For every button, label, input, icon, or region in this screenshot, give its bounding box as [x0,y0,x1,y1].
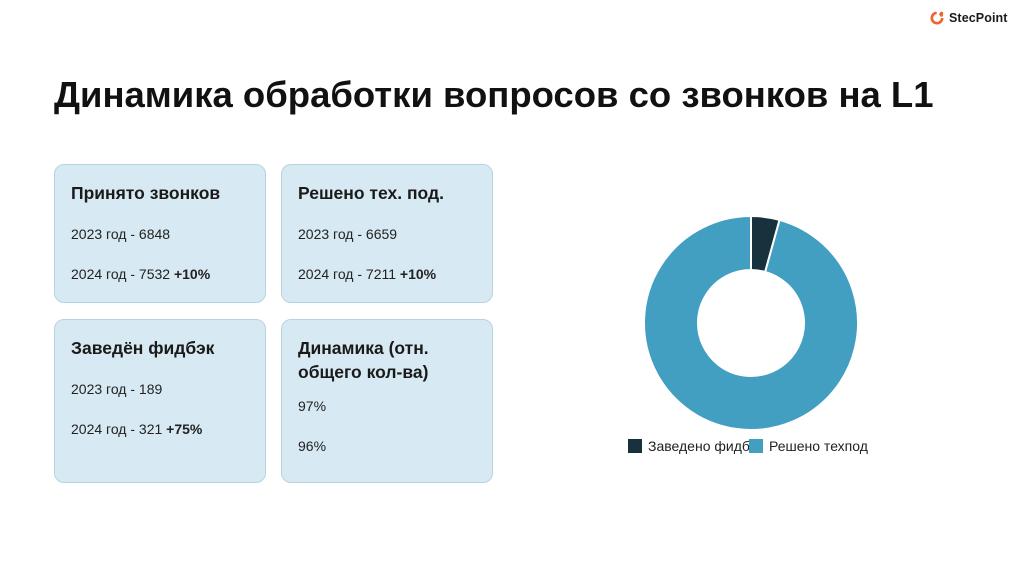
card-line-2023: 97% [298,398,327,414]
card-line-2023: 2023 год - 6848 [71,226,171,242]
card-line-2024: 2024 год - 7532 +10% [71,266,211,282]
legend-label: Решено техпод [769,438,868,454]
stecpoint-logo-icon [930,11,944,25]
card-line-2023: 2023 год - 6659 [298,226,398,242]
growth-value: +10% [399,266,437,282]
brand-name: StecPoint [949,11,1008,25]
card-line-2024: 96% [298,438,327,454]
card-line-2024: 2024 год - 321 +75% [71,421,203,437]
card-title: Решено тех. под. [298,183,444,203]
card-solved-support: Решено тех. под. 2023 год - 6659 2024 го… [281,164,493,303]
growth-value: +75% [166,421,203,437]
brand-logo: StecPoint [929,10,1008,26]
donut-chart [643,214,859,431]
card-title: Динамика (отн. общего кол-ва) [298,338,429,382]
legend-swatch [749,439,763,453]
legend-item-solved: Решено техпод [749,438,868,454]
legend-item-feedback: Заведено фидбэк [628,438,756,454]
card-line-2024: 2024 год - 7211 +10% [298,266,437,282]
legend-swatch [628,439,642,453]
card-dynamics: Динамика (отн. общего кол-ва) 97% 96% [281,319,493,483]
growth-value: +10% [173,266,211,282]
card-feedback-created: Заведён фидбэк 2023 год - 189 2024 год -… [54,319,266,483]
card-title: Принято звонков [71,183,221,203]
donut-slice-1 [643,214,859,431]
card-calls-received: Принято звонков 2023 год - 6848 2024 год… [54,164,266,303]
chart-legend: Заведено фидбэк Решено техпод [628,438,868,454]
legend-label: Заведено фидбэк [648,438,756,454]
card-line-2023: 2023 год - 189 [71,381,163,397]
page-title: Динамика обработки вопросов со звонков н… [54,74,934,115]
card-title: Заведён фидбэк [71,338,215,358]
